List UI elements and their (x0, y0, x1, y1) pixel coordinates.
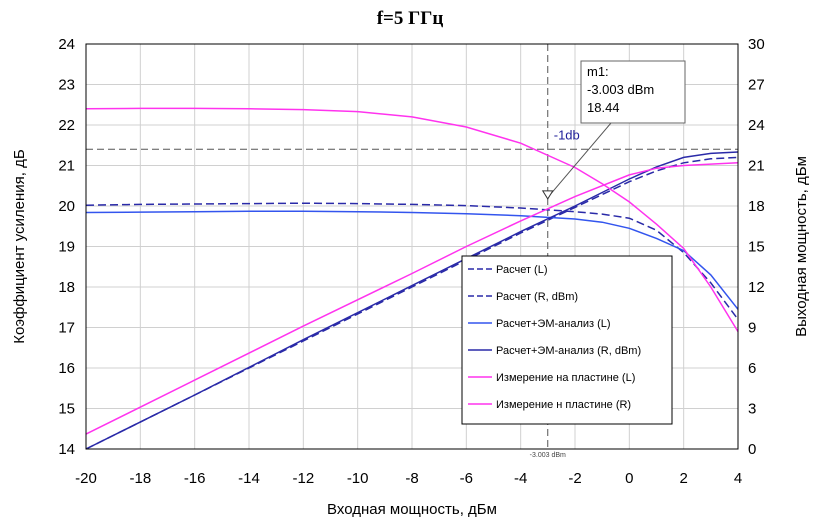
legend-label-5: Измерение н пластине (R) (496, 399, 631, 411)
x-tick-label-10: 0 (625, 470, 633, 487)
marker-triangle (541, 190, 554, 200)
left-tick-label-2: 16 (58, 360, 75, 377)
series-line-0 (85, 202, 739, 320)
right-tick-label-4: 12 (748, 279, 765, 296)
marker-x-value: -3.003 dBm (587, 82, 654, 97)
legend-label-0: Расчет (L) (496, 264, 548, 276)
x-tick-label-9: -2 (568, 470, 581, 487)
series-line-2 (85, 210, 739, 310)
legend-label-1: Расчет (R, dBm) (496, 291, 578, 303)
x-tick-label-3: -14 (238, 470, 260, 487)
right-tick-label-8: 24 (748, 117, 765, 134)
left-tick-label-4: 18 (58, 279, 75, 296)
reference-lines: -1db -3.003 dBm (86, 44, 738, 459)
plot-border (85, 43, 739, 450)
x-tick-label-0: -20 (75, 470, 97, 487)
series-line-3 (85, 151, 739, 450)
left-tick-label-8: 22 (58, 117, 75, 134)
left-tick-label-9: 23 (58, 77, 75, 94)
series-line-5 (85, 162, 739, 435)
x-tick-label-5: -10 (347, 470, 369, 487)
series-line-1 (85, 156, 739, 450)
right-tick-label-6: 18 (748, 198, 765, 215)
left-tick-label-5: 19 (58, 239, 75, 256)
left-tick-label-3: 17 (58, 320, 75, 337)
marker-leader-line (550, 122, 612, 195)
right-tick-label-7: 21 (748, 158, 765, 175)
x-tick-label-4: -12 (292, 470, 314, 487)
marker-y-value: 18.44 (587, 100, 620, 115)
right-tick-label-3: 9 (748, 320, 756, 337)
marker-name: m1: (587, 64, 609, 79)
right-axis-label: Выходная мощность, дБм (793, 156, 810, 337)
legend-label-3: Расчет+ЭМ-анализ (R, dBm) (496, 345, 641, 357)
legend-label-4: Измерение на пластине (L) (496, 372, 635, 384)
ref-label-vertical: -3.003 dBm (530, 452, 566, 459)
x-tick-label-1: -18 (129, 470, 151, 487)
right-tick-label-1: 3 (748, 401, 756, 418)
series-group (85, 107, 739, 450)
marker-box (580, 60, 686, 124)
right-tick-label-0: 0 (748, 441, 756, 458)
right-tick-label-9: 27 (748, 77, 765, 94)
left-tick-label-0: 14 (58, 441, 75, 458)
x-tick-label-11: 2 (679, 470, 687, 487)
legend-box (461, 255, 673, 425)
right-tick-label-5: 15 (748, 239, 765, 256)
x-tick-label-8: -4 (514, 470, 527, 487)
right-axis-ticks: 0 3 6 9 12 15 18 21 24 27 30 (748, 36, 765, 458)
left-tick-label-7: 21 (58, 158, 75, 175)
legend-label-2: Расчет+ЭМ-анализ (L) (496, 318, 611, 330)
series-line-4 (85, 107, 739, 332)
left-axis-ticks: 14 15 16 17 18 19 20 21 22 23 24 (58, 36, 75, 458)
right-tick-label-10: 30 (748, 36, 765, 53)
left-tick-label-1: 15 (58, 401, 75, 418)
left-tick-label-10: 24 (58, 36, 75, 53)
right-tick-label-2: 6 (748, 360, 756, 377)
x-tick-label-7: -6 (460, 470, 473, 487)
x-axis-label: Входная мощность, дБм (327, 501, 497, 518)
x-tick-label-12: 4 (734, 470, 742, 487)
legend-items: Расчет (L) Расчет (R, dBm) Расчет+ЭМ-анали… (468, 264, 641, 411)
x-tick-label-6: -8 (405, 470, 418, 487)
legend: Расчет (L) Расчет (R, dBm) Расчет+ЭМ-анали… (461, 255, 673, 425)
left-tick-label-6: 20 (58, 198, 75, 215)
chart-title: f=5 ГГц (377, 8, 444, 29)
x-tick-label-2: -16 (184, 470, 206, 487)
ref-label-horizontal: -1db (554, 127, 580, 142)
left-axis-label: Коэффициент усиления, дБ (11, 149, 28, 344)
marker-m1: m1: -3.003 dBm 18.44 (541, 60, 686, 200)
x-axis-ticks: -20 -18 -16 -14 -12 -10 -8 -6 -4 -2 0 2 4 (75, 470, 742, 487)
